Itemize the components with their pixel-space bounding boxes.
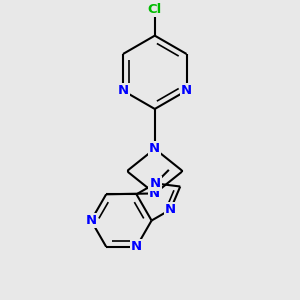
Text: N: N xyxy=(131,240,142,253)
Text: N: N xyxy=(181,84,192,97)
Text: N: N xyxy=(118,84,129,97)
Text: N: N xyxy=(150,177,161,190)
Text: N: N xyxy=(165,203,176,216)
Text: Cl: Cl xyxy=(148,3,162,16)
Text: N: N xyxy=(149,187,160,200)
Text: N: N xyxy=(149,142,160,155)
Text: N: N xyxy=(85,214,97,227)
